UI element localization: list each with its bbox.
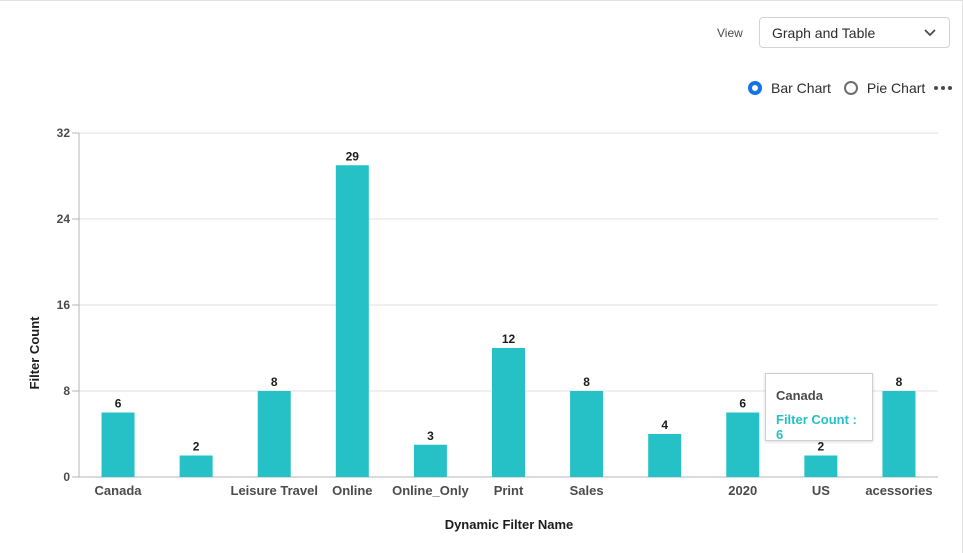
data-label: 3 (427, 429, 434, 443)
tooltip-value: Filter Count : 6 (776, 412, 857, 442)
x-tick-label: Online (332, 483, 372, 498)
data-labels: 6 2 8 29 3 12 8 4 6 2 8 (115, 149, 903, 453)
view-select-value: Graph and Table (772, 24, 876, 41)
bar[interactable] (335, 165, 369, 477)
bars (101, 165, 916, 478)
chart-type-radio-group: Bar Chart Pie Chart (748, 80, 954, 96)
bar[interactable] (257, 391, 291, 477)
x-tick-label: Leisure Travel (231, 483, 318, 498)
bar[interactable] (648, 434, 682, 477)
x-tick-label: Canada (95, 483, 143, 498)
data-label: 6 (115, 397, 122, 411)
y-tick-label: 32 (57, 126, 71, 140)
radio-selected-icon[interactable] (748, 81, 762, 95)
x-axis-label: Dynamic Filter Name (445, 517, 574, 532)
radio-unselected-icon[interactable] (843, 81, 858, 95)
y-tick-label: 24 (57, 212, 71, 226)
data-label: 8 (896, 375, 903, 389)
data-label: 6 (739, 397, 746, 411)
more-options-icon[interactable] (932, 82, 954, 94)
bar[interactable] (804, 455, 838, 478)
view-label: View (717, 26, 743, 40)
bar[interactable] (726, 412, 760, 478)
data-label: 29 (346, 149, 360, 163)
x-tick-label: acessories (865, 483, 932, 498)
y-axis-label: Filter Count (27, 316, 42, 390)
bar[interactable] (179, 455, 213, 478)
radio-bar-chart[interactable]: Bar Chart (748, 80, 831, 96)
y-tick-label: 16 (57, 298, 71, 312)
tooltip-title: Canada (776, 388, 823, 403)
x-tick-label: Online_Only (392, 483, 469, 498)
data-label: 2 (193, 440, 200, 454)
bar[interactable] (882, 391, 916, 477)
x-tick-labels: Canada Leisure Travel Online Online_Only Pri… (95, 483, 933, 498)
y-tick-label: 8 (63, 384, 70, 398)
bar[interactable] (413, 444, 447, 477)
x-tick-label: US (812, 483, 830, 498)
data-label: 2 (818, 440, 825, 454)
data-label: 8 (583, 375, 590, 389)
y-tick-labels: 0 8 16 24 32 (57, 126, 71, 484)
x-tick-label: 2020 (728, 483, 757, 498)
bar[interactable] (492, 348, 525, 477)
x-tick-label: Print (494, 483, 524, 498)
bar[interactable] (101, 412, 135, 478)
tooltip: Canada Filter Count : 6 (765, 373, 873, 442)
radio-pie-chart[interactable]: Pie Chart (843, 80, 926, 96)
x-tick-label: Sales (570, 483, 604, 498)
view-select[interactable]: Graph and Table (759, 17, 950, 48)
bar[interactable] (570, 391, 604, 477)
data-label: 12 (502, 332, 516, 346)
data-label: 4 (661, 418, 668, 432)
chevron-down-icon (923, 26, 937, 40)
y-tick-label: 0 (63, 470, 70, 484)
top-border (0, 0, 963, 1)
radio-pie-chart-label: Pie Chart (866, 80, 926, 96)
data-label: 8 (271, 375, 278, 389)
radio-bar-chart-label: Bar Chart (771, 80, 831, 96)
